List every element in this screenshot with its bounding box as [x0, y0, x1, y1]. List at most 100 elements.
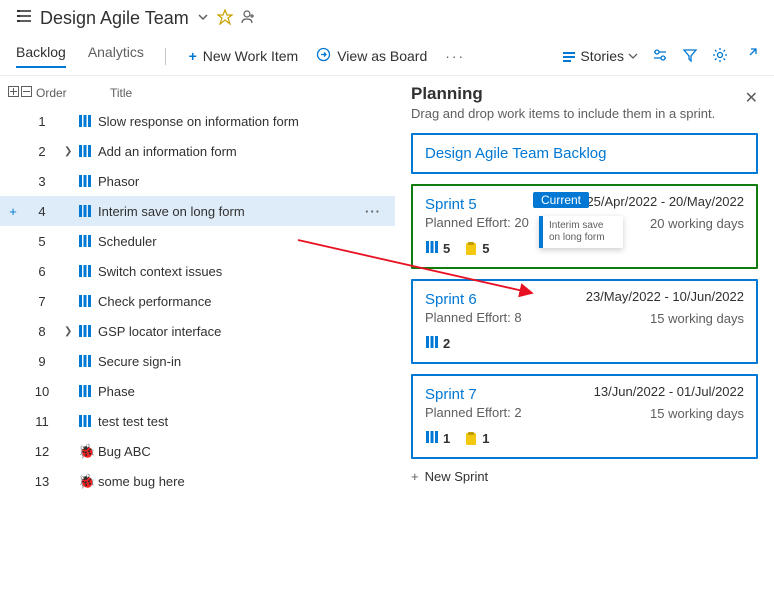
order-cell: 1 [20, 114, 64, 129]
work-item-title[interactable]: Bug ABC [98, 444, 365, 459]
backlog-row[interactable]: +4Interim save on long form··· [0, 196, 395, 226]
expand-all-icon[interactable] [8, 86, 19, 97]
working-days: 15 working days [650, 406, 744, 421]
backlog-row[interactable]: 6 Switch context issues [0, 256, 395, 286]
work-item-title[interactable]: Check performance [98, 294, 365, 309]
work-item-title[interactable]: some bug here [98, 474, 365, 489]
story-count: 2 [425, 335, 450, 352]
work-item-title[interactable]: Phasor [98, 174, 365, 189]
team-dropdown-icon[interactable] [197, 11, 209, 26]
close-icon[interactable]: ✕ [745, 88, 758, 108]
working-days: 15 working days [650, 311, 744, 326]
backlog-row[interactable]: 1 Slow response on information form [0, 106, 395, 136]
order-cell: 13 [20, 474, 64, 489]
sprint-card[interactable]: Sprint 623/May/2022 - 10/Jun/2022Planned… [411, 279, 758, 364]
sprint-dates: 13/Jun/2022 - 01/Jul/2022 [594, 384, 744, 399]
work-item-title[interactable]: Scheduler [98, 234, 365, 249]
fullscreen-icon[interactable] [742, 47, 758, 66]
toolbar: Backlog Analytics │ + New Work Item View… [0, 37, 774, 75]
board-icon [316, 47, 331, 65]
story-count: 5 [425, 240, 450, 257]
order-cell: 12 [20, 444, 64, 459]
view-as-board-button[interactable]: View as Board [316, 47, 427, 65]
work-item-title[interactable]: Slow response on information form [98, 114, 365, 129]
sprint-card[interactable]: Sprint 713/Jun/2022 - 01/Jul/2022Planned… [411, 374, 758, 459]
page-title: Design Agile Team [40, 8, 189, 29]
backlog-row[interactable]: 3 Phasor [0, 166, 395, 196]
page-header: Design Agile Team [0, 0, 774, 37]
order-cell: 8 [20, 324, 64, 339]
story-icon [78, 384, 98, 398]
work-item-title[interactable]: GSP locator interface [98, 324, 365, 339]
story-icon [78, 354, 98, 368]
work-item-title[interactable]: Switch context issues [98, 264, 365, 279]
work-item-title[interactable]: Add an information form [98, 144, 365, 159]
settings-icon[interactable] [712, 47, 728, 66]
column-headers: Order Title [0, 80, 395, 106]
backlog-row[interactable]: 5 Scheduler [0, 226, 395, 256]
view-options-icon[interactable] [652, 47, 668, 66]
work-item-title[interactable]: Phase [98, 384, 365, 399]
backlog-level-dropdown[interactable]: Stories [562, 48, 638, 64]
planning-title: Planning [411, 84, 758, 104]
backlog-row[interactable]: 13 🐞some bug here [0, 466, 395, 496]
plus-icon: + [189, 48, 197, 64]
add-child-icon[interactable]: + [6, 204, 20, 219]
sprint-dates: 23/May/2022 - 10/Jun/2022 [586, 289, 744, 304]
tab-analytics[interactable]: Analytics [88, 44, 144, 68]
bug-icon: 🐞 [78, 443, 98, 460]
story-icon [78, 324, 98, 338]
sprint-dates: 25/Apr/2022 - 20/May/2022 [586, 194, 744, 209]
backlog-row[interactable]: 8❯ GSP locator interface [0, 316, 395, 346]
favorite-star-icon[interactable] [217, 9, 233, 28]
more-actions-button[interactable]: ··· [445, 48, 465, 64]
filter-icon[interactable] [682, 47, 698, 66]
backlog-row[interactable]: 9 Secure sign-in [0, 346, 395, 376]
tab-backlog[interactable]: Backlog [16, 44, 66, 68]
order-cell: 5 [20, 234, 64, 249]
new-work-item-button[interactable]: + New Work Item [189, 48, 299, 64]
backlog-row[interactable]: 2❯Add an information form [0, 136, 395, 166]
backlog-row[interactable]: 12 🐞Bug ABC [0, 436, 395, 466]
work-item-title[interactable]: Secure sign-in [98, 354, 365, 369]
unparented-count: 5 [464, 241, 489, 256]
backlog-row[interactable]: 11 test test test [0, 406, 395, 436]
row-more-icon[interactable]: ··· [365, 204, 389, 219]
new-sprint-button[interactable]: + New Sprint [411, 469, 758, 484]
work-item-title[interactable]: Interim save on long form [98, 204, 365, 219]
planning-panel: ✕ Planning Drag and drop work items to i… [395, 75, 774, 601]
planning-subtitle: Drag and drop work items to include them… [411, 106, 758, 121]
expand-icon[interactable]: ❯ [64, 326, 78, 337]
order-cell: 10 [20, 384, 64, 399]
stories-icon [562, 49, 576, 63]
plus-icon: + [411, 469, 419, 484]
backlog-card[interactable]: Design Agile Team Backlog [411, 133, 758, 174]
sprint-card[interactable]: Sprint 525/Apr/2022 - 20/May/2022Planned… [411, 184, 758, 269]
bug-icon: 🐞 [78, 473, 98, 490]
order-cell: 3 [20, 174, 64, 189]
chevron-down-icon [628, 51, 638, 61]
working-days: 20 working days [650, 216, 744, 231]
order-cell: 9 [20, 354, 64, 369]
work-item-title[interactable]: test test test [98, 414, 365, 429]
story-icon [78, 114, 98, 128]
collapse-all-icon[interactable] [21, 86, 32, 97]
backlog-row[interactable]: 10 Phase [0, 376, 395, 406]
order-cell: 11 [20, 414, 64, 429]
story-icon [78, 414, 98, 428]
drag-ghost: Interim save on long form [539, 216, 623, 248]
backlog-grid: Order Title 1 Slow response on informatio… [0, 75, 395, 601]
story-count: 1 [425, 430, 450, 447]
story-icon [78, 204, 98, 218]
backlog-row[interactable]: 7 Check performance [0, 286, 395, 316]
current-badge: Current [533, 192, 589, 208]
order-cell: 7 [20, 294, 64, 309]
expand-icon[interactable]: ❯ [64, 146, 78, 157]
story-icon [78, 294, 98, 308]
unparented-count: 1 [464, 431, 489, 446]
story-icon [78, 144, 98, 158]
story-icon [78, 174, 98, 188]
team-members-icon[interactable] [241, 9, 257, 28]
story-icon [78, 234, 98, 248]
order-cell: 6 [20, 264, 64, 279]
